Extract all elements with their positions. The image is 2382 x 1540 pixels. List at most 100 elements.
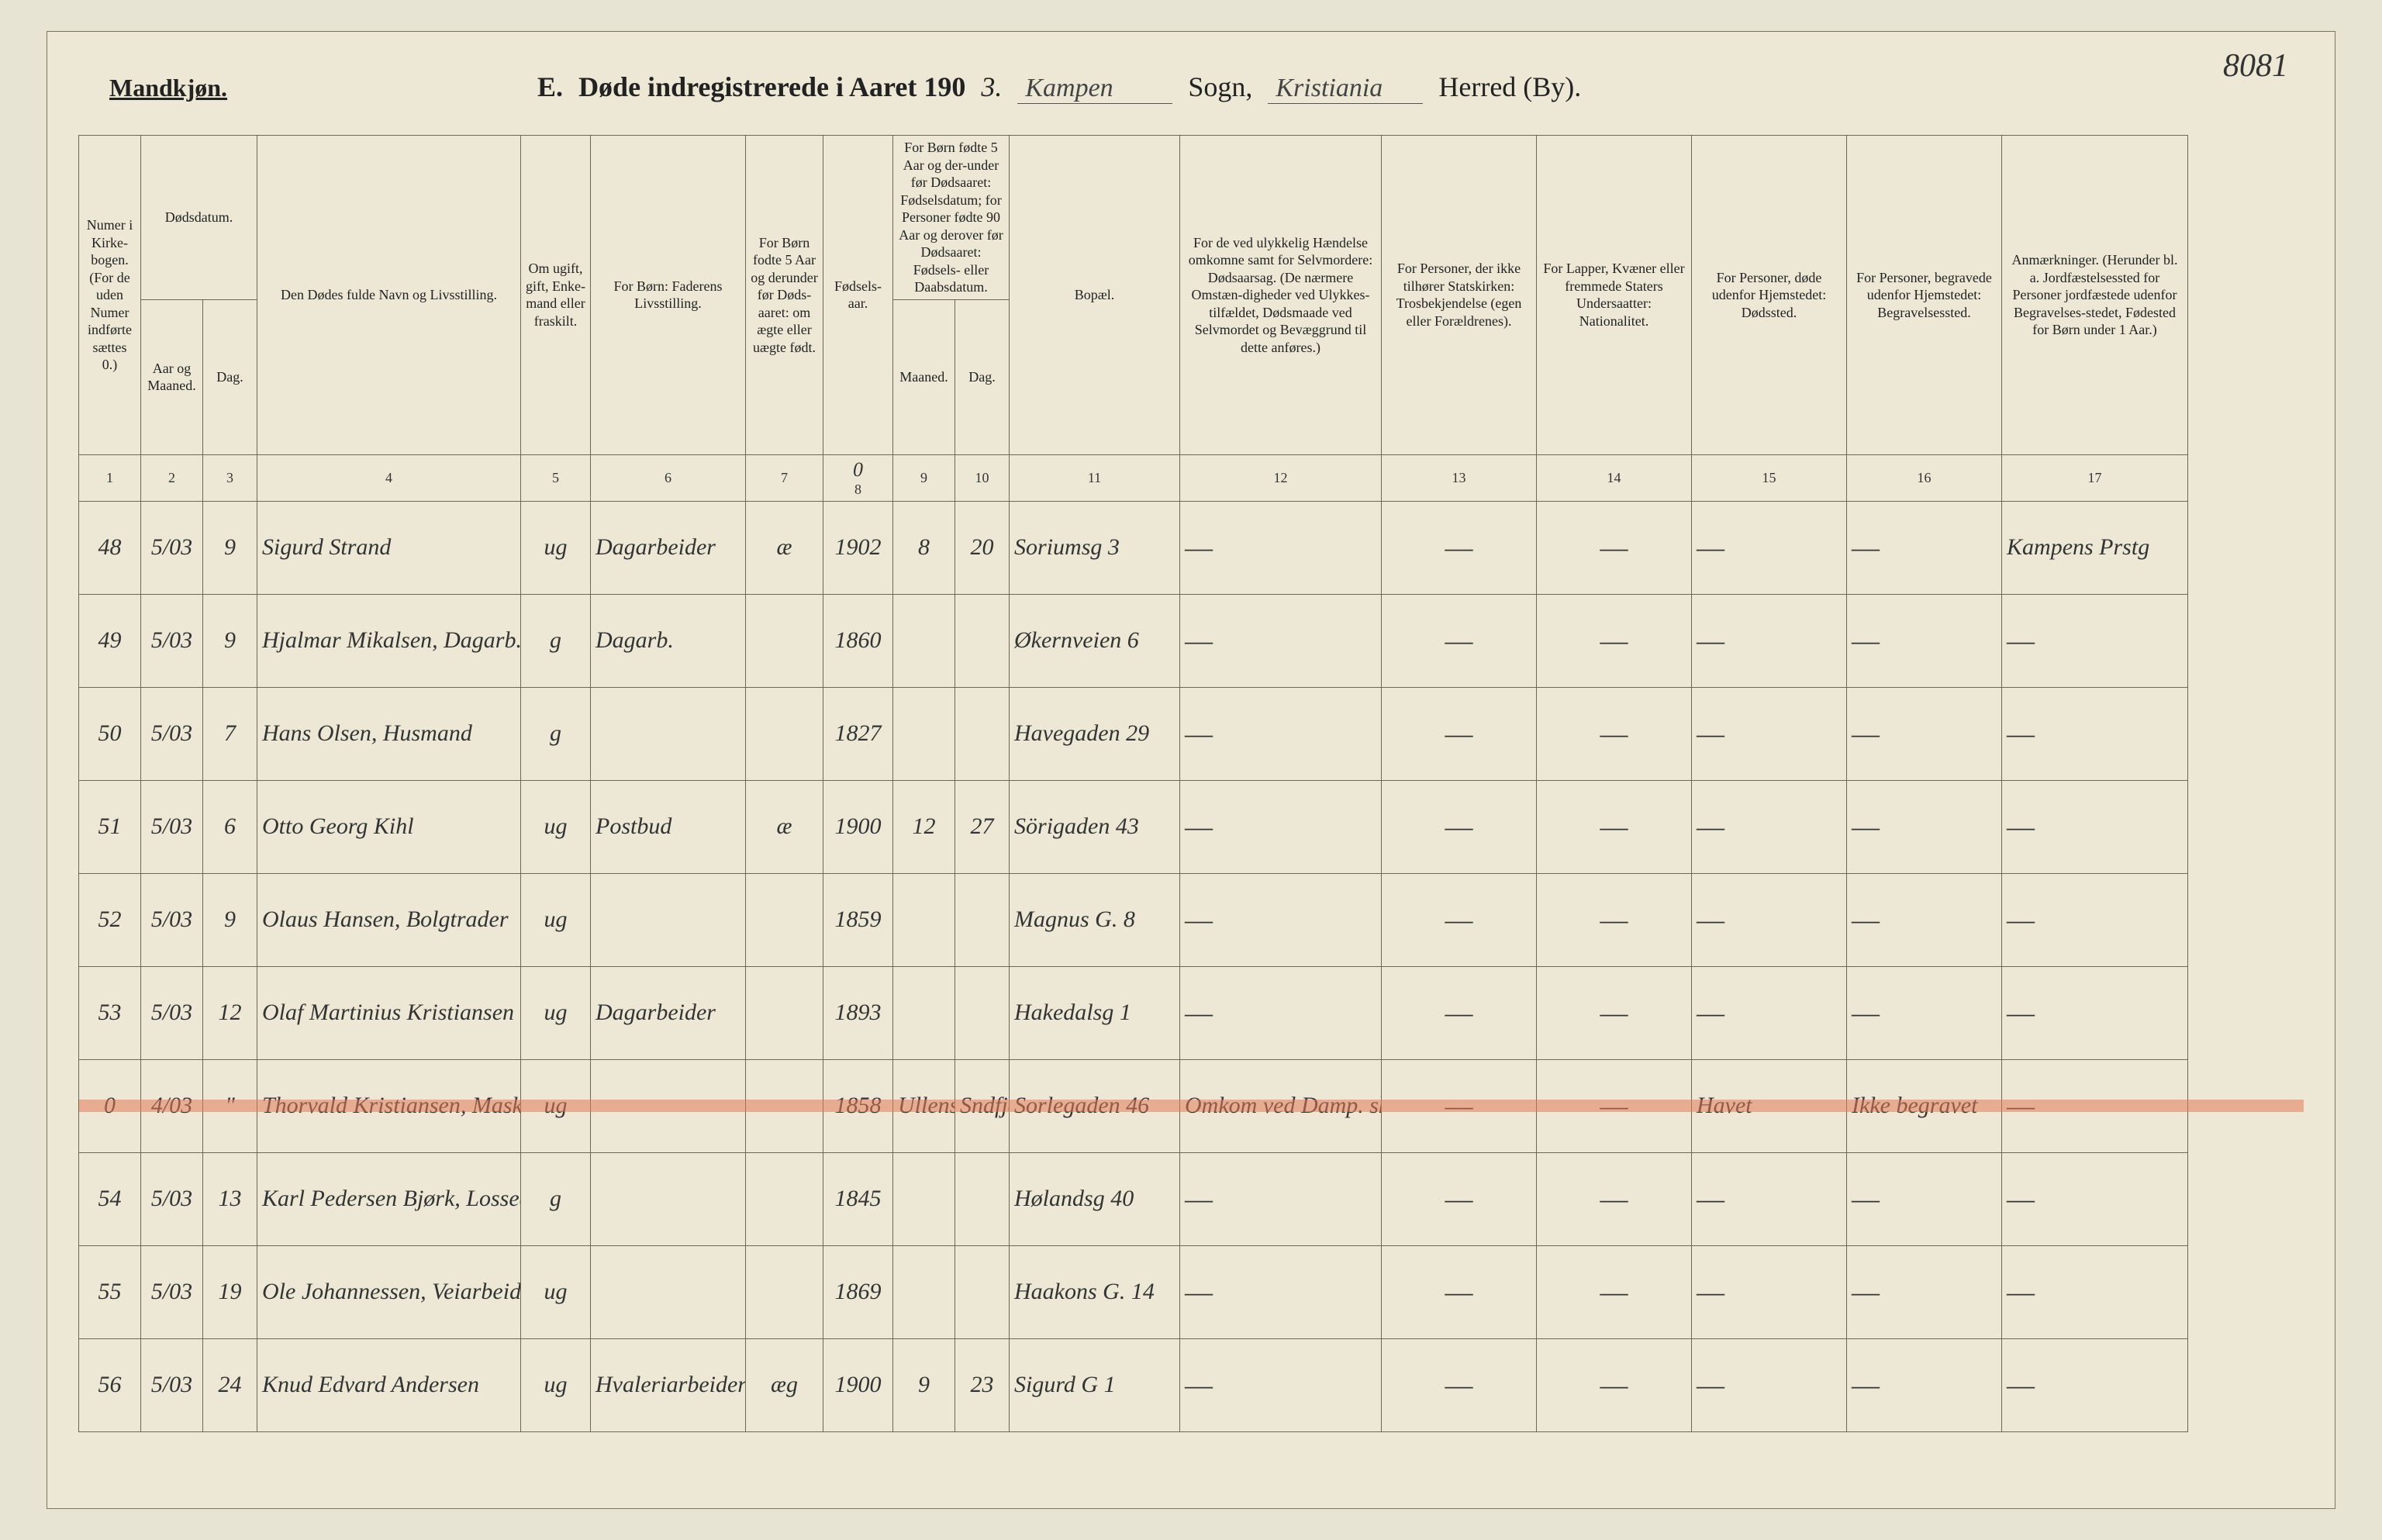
cell-num: 54 (79, 1152, 141, 1245)
cell-c14: — (1537, 1245, 1692, 1338)
cell-c13: — (1382, 1245, 1537, 1338)
column-number-cell: 11 (1010, 454, 1180, 501)
cell-c15: — (1692, 501, 1847, 594)
column-number-cell: 6 (591, 454, 746, 501)
cell-day: 12 (203, 966, 257, 1059)
cell-father: Postbud (591, 780, 746, 873)
cell-c14: — (1537, 594, 1692, 687)
cell-c12: — (1180, 873, 1382, 966)
cell-status: ug (521, 966, 591, 1059)
table-row: 565/0324Knud Edvard AndersenugHvaleriarb… (79, 1338, 2304, 1431)
year-suffix: 3. (981, 71, 1002, 103)
cell-father (591, 1152, 746, 1245)
cell-c14: — (1537, 873, 1692, 966)
cell-name: Olaus Hansen, Bolgtrader (257, 873, 521, 966)
column-number-cell: 7 (746, 454, 823, 501)
cell-bd (955, 594, 1010, 687)
cell-c15: — (1692, 1152, 1847, 1245)
page-number: 8081 (2223, 47, 2288, 85)
cell-c17: Kampens Prstg (2002, 501, 2188, 594)
col-header-3: Dag. (203, 299, 257, 454)
table-row: 495/039Hjalmar Mikalsen, Dagarb.gDagarb.… (79, 594, 2304, 687)
col-header-10: Dag. (955, 299, 1010, 454)
cell-c12: — (1180, 1245, 1382, 1338)
column-number-row: 12345670891011121314151617 (79, 454, 2304, 501)
cell-c12: — (1180, 780, 1382, 873)
cell-ym: 5/03 (141, 780, 203, 873)
cell-father: Dagarbeider (591, 966, 746, 1059)
cell-name: Hjalmar Mikalsen, Dagarb. (257, 594, 521, 687)
cell-ym: 5/03 (141, 966, 203, 1059)
cell-day: 7 (203, 687, 257, 780)
cell-c15: Havet (1692, 1059, 1847, 1152)
col-header-8: Fødsels-aar. (823, 136, 893, 455)
cell-ym: 5/03 (141, 1245, 203, 1338)
cell-c12: Omkom ved Damp. skibet Amoras Forlis (1180, 1059, 1382, 1152)
col-header-11: Bopæl. (1010, 136, 1180, 455)
cell-bm: 12 (893, 780, 955, 873)
column-number-cell: 4 (257, 454, 521, 501)
cell-c13: — (1382, 1338, 1537, 1431)
section-letter: E. (537, 71, 563, 103)
cell-father: Hvaleriarbeider (591, 1338, 746, 1431)
cell-c15: — (1692, 687, 1847, 780)
cell-c16: — (1847, 873, 2002, 966)
column-number-cell: 9 (893, 454, 955, 501)
herred-label: Herred (By). (1438, 71, 1581, 103)
col-header-2: Aar og Maaned. (141, 299, 203, 454)
cell-bm (893, 966, 955, 1059)
cell-day: 13 (203, 1152, 257, 1245)
column-number-cell: 08 (823, 454, 893, 501)
table-row: 535/0312Olaf Martinius KristiansenugDaga… (79, 966, 2304, 1059)
cell-c16: — (1847, 687, 2002, 780)
cell-bm (893, 873, 955, 966)
cell-legit: æ (746, 780, 823, 873)
cell-byear: 1869 (823, 1245, 893, 1338)
cell-c16: — (1847, 1245, 2002, 1338)
cell-day: 24 (203, 1338, 257, 1431)
table-row: 505/037Hans Olsen, Husmandg1827Havegaden… (79, 687, 2304, 780)
cell-c14: — (1537, 1152, 1692, 1245)
cell-day: " (203, 1059, 257, 1152)
column-number-cell: 10 (955, 454, 1010, 501)
col-header-5: Om ugift, gift, Enke-mand eller fraskilt… (521, 136, 591, 455)
cell-bd (955, 687, 1010, 780)
cell-name: Hans Olsen, Husmand (257, 687, 521, 780)
cell-c13: — (1382, 687, 1537, 780)
cell-byear: 1900 (823, 1338, 893, 1431)
page-header: Mandkjøn. E. Døde indregistrerede i Aare… (78, 71, 2304, 104)
cell-c13: — (1382, 594, 1537, 687)
cell-byear: 1845 (823, 1152, 893, 1245)
cell-num: 56 (79, 1338, 141, 1431)
cell-legit: æ (746, 501, 823, 594)
cell-legit (746, 873, 823, 966)
cell-c12: — (1180, 1152, 1382, 1245)
col-header-4: Den Dødes fulde Navn og Livsstilling. (257, 136, 521, 455)
cell-ym: 5/03 (141, 1152, 203, 1245)
cell-c15: — (1692, 873, 1847, 966)
cell-bd (955, 873, 1010, 966)
cell-addr: Sorlegaden 46 (1010, 1059, 1180, 1152)
col-header-dodsdatum: Dødsdatum. (141, 136, 257, 300)
cell-c16: — (1847, 594, 2002, 687)
cell-status: ug (521, 780, 591, 873)
cell-c17: — (2002, 780, 2188, 873)
cell-c17: — (2002, 873, 2188, 966)
cell-ym: 5/03 (141, 501, 203, 594)
cell-c17: — (2002, 1245, 2188, 1338)
cell-c17: — (2002, 687, 2188, 780)
cell-legit (746, 687, 823, 780)
cell-bd: 27 (955, 780, 1010, 873)
col-header-15: For Personer, døde udenfor Hjemstedet: D… (1692, 136, 1847, 455)
cell-c12: — (1180, 1338, 1382, 1431)
cell-num: 51 (79, 780, 141, 873)
cell-c15: — (1692, 1338, 1847, 1431)
cell-byear: 1893 (823, 966, 893, 1059)
table-row: 515/036Otto Georg KihlugPostbudæ19001227… (79, 780, 2304, 873)
table-row: 485/039Sigurd StrandugDagarbeideræ190282… (79, 501, 2304, 594)
cell-name: Knud Edvard Andersen (257, 1338, 521, 1431)
cell-num: 0 (79, 1059, 141, 1152)
cell-name: Karl Pedersen Bjørk, Lossearbeider (257, 1152, 521, 1245)
cell-c15: — (1692, 1245, 1847, 1338)
cell-num: 55 (79, 1245, 141, 1338)
